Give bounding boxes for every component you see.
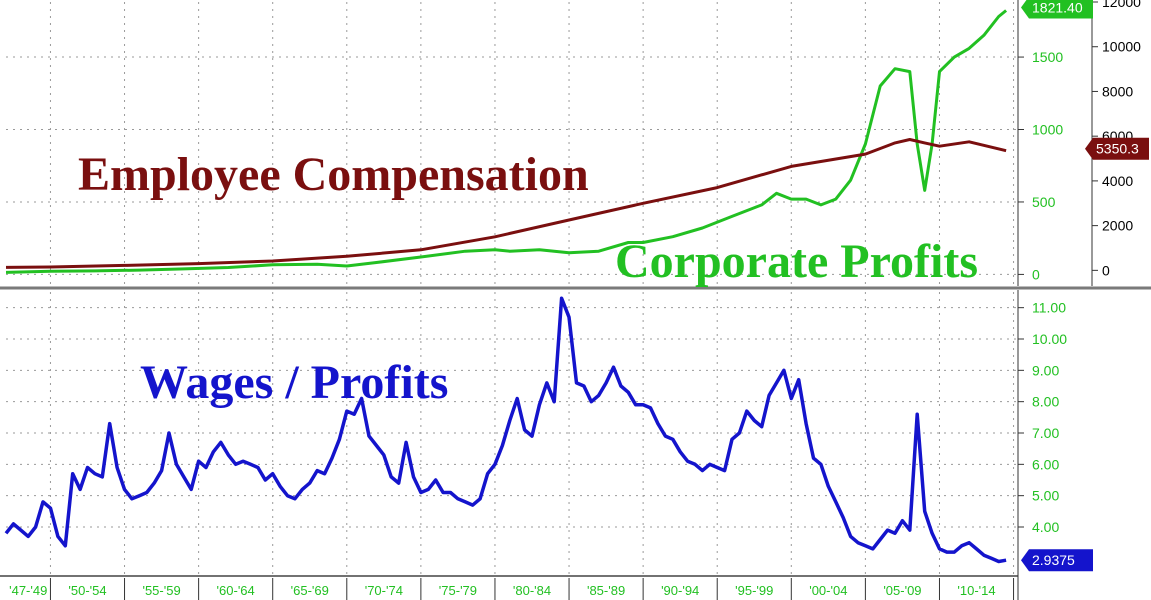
x-tick-label: '70-'74 bbox=[365, 583, 403, 598]
bottom-tick-label: 8.00 bbox=[1032, 394, 1059, 410]
x-tick-label: '85-'89 bbox=[587, 583, 625, 598]
wages-profits-last-badge-shape bbox=[1021, 549, 1093, 572]
top-right-tick-label: 10000 bbox=[1102, 39, 1141, 55]
bottom-tick-label: 7.00 bbox=[1032, 425, 1059, 441]
bottom-panel: '47-'49 '50-'54 '55-'59 '60-'64 '65-'69 '70-'… bbox=[0, 290, 1093, 600]
bottom-tick-label: 9.00 bbox=[1032, 362, 1059, 378]
bottom-tick-label: 6.00 bbox=[1032, 456, 1059, 472]
x-tick-label: '80-'84 bbox=[513, 583, 551, 598]
wages-profits-last-badge: 2.9375 bbox=[1021, 549, 1093, 572]
employee-compensation-title: Employee Compensation bbox=[78, 148, 589, 201]
x-tick-label: '55-'59 bbox=[142, 583, 180, 598]
x-tick-label: '65-'69 bbox=[291, 583, 329, 598]
x-tick-label: '75-'79 bbox=[439, 583, 477, 598]
x-tick-label: '47-'49 bbox=[9, 583, 47, 598]
top-right-tick-label: 4000 bbox=[1102, 173, 1133, 189]
bottom-tick-label: 10.00 bbox=[1032, 331, 1067, 347]
top-right-tick-label: 12000 bbox=[1102, 0, 1141, 10]
x-tick-label: '10-'14 bbox=[957, 583, 995, 598]
employee-compensation-line bbox=[5, 138, 1007, 269]
top-left-tick-label: 0 bbox=[1032, 266, 1040, 282]
x-tick-label: '60-'64 bbox=[217, 583, 255, 598]
employee-compensation-last-badge-shape bbox=[1085, 137, 1149, 160]
wages-profits-title: Wages / Profits bbox=[140, 356, 448, 409]
top-left-tick-label: 1500 bbox=[1032, 49, 1063, 65]
wages-profits-line bbox=[4, 296, 1007, 564]
top-right-tick-label: 0 bbox=[1102, 262, 1110, 278]
top-left-tick-label: 500 bbox=[1032, 194, 1056, 210]
bottom-tick-label: 11.00 bbox=[1032, 300, 1066, 316]
bottom-tick-label: 5.00 bbox=[1032, 488, 1059, 504]
wages-profits-last-badge-label: 2.9375 bbox=[1032, 552, 1075, 568]
x-tick-label: '00-'04 bbox=[809, 583, 847, 598]
corporate-profits-last-badge-shape bbox=[1021, 0, 1093, 19]
x-tick-label: '50-'54 bbox=[68, 583, 106, 598]
corporate-profits-title: Corporate Profits bbox=[615, 235, 978, 288]
corporate-profits-last-badge: 1821.40 bbox=[1021, 0, 1093, 19]
top-left-tick-label: 1000 bbox=[1032, 122, 1063, 138]
top-right-tick-label: 8000 bbox=[1102, 83, 1133, 99]
x-tick-label: '90-'94 bbox=[661, 583, 699, 598]
top-right-tick-label: 2000 bbox=[1102, 218, 1133, 234]
x-tick-label: '95-'99 bbox=[735, 583, 773, 598]
bottom-tick-label: 4.00 bbox=[1032, 519, 1059, 535]
corporate-profits-last-badge-label: 1821.40 bbox=[1032, 0, 1083, 15]
corporate-profits-line bbox=[5, 9, 1008, 274]
employee-compensation-last-badge-label: 5350.3 bbox=[1096, 141, 1139, 157]
top-panel: 0500100015000200040006000800010000120001… bbox=[5, 0, 1149, 286]
x-tick-label: '05-'09 bbox=[883, 583, 921, 598]
employee-compensation-last-badge: 5350.3 bbox=[1085, 137, 1149, 160]
